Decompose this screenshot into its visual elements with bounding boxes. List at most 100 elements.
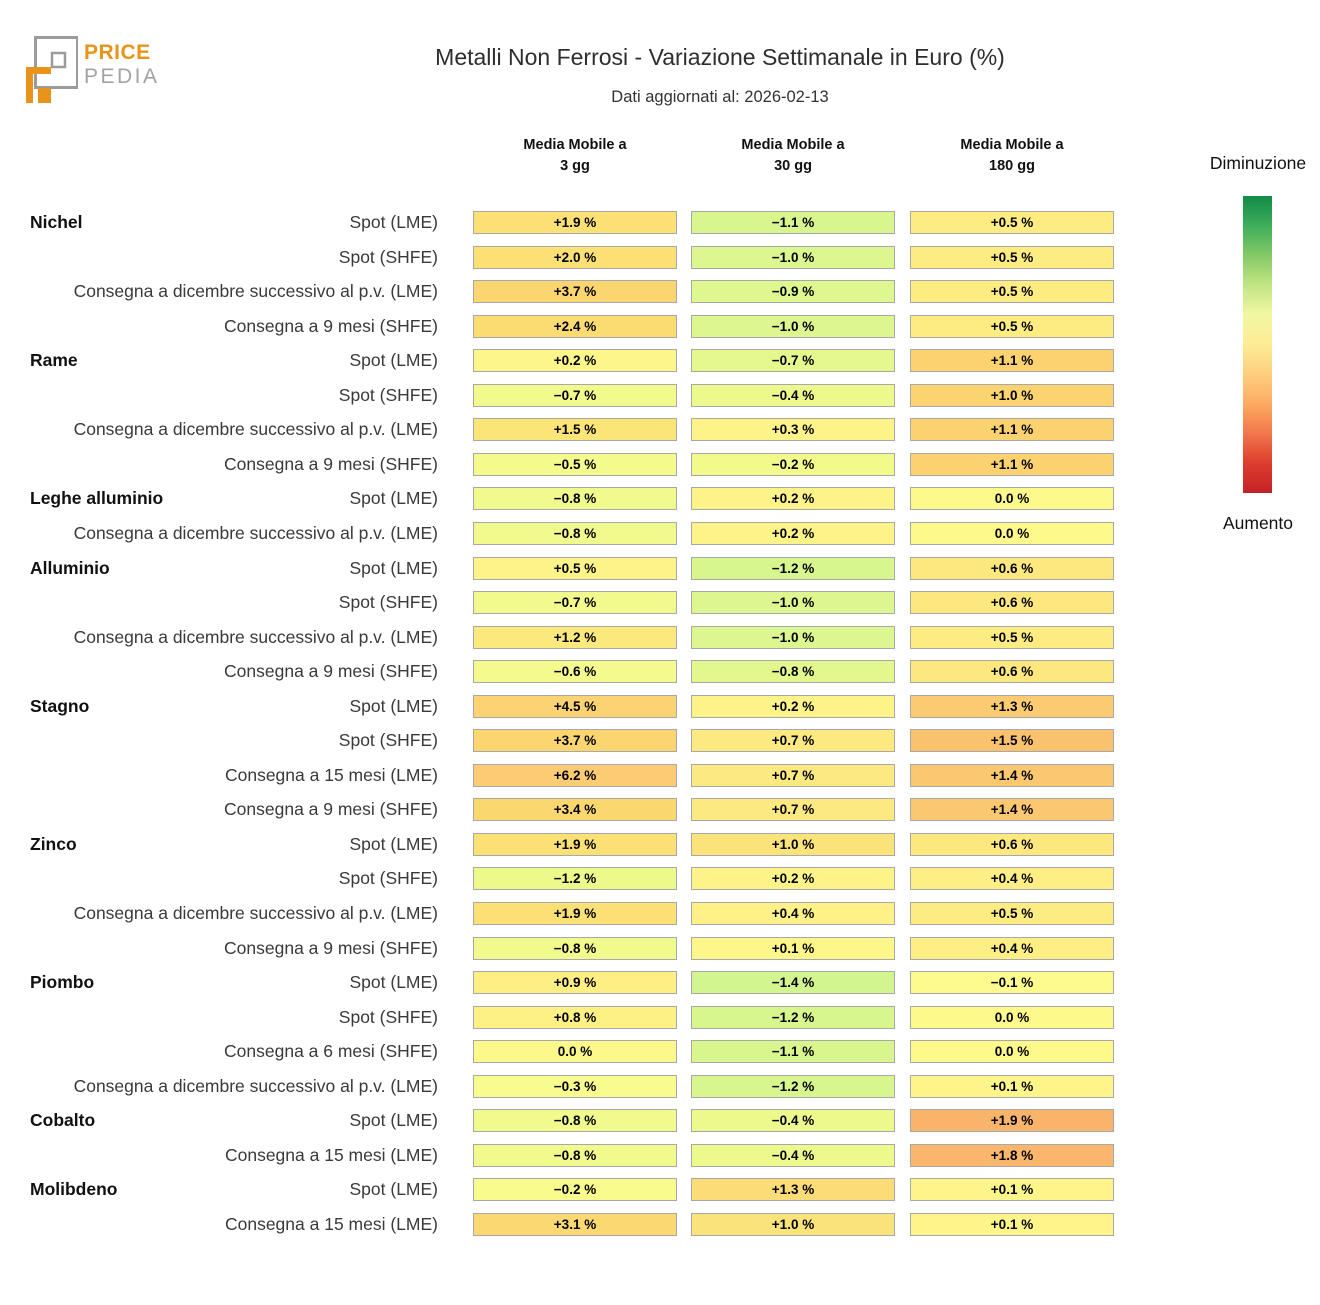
row-label: Consegna a dicembre successivo al p.v. (… [73,903,438,923]
row-label: Spot (LME) [349,1110,439,1131]
heatmap-cell: −0.4 % [691,383,895,407]
page-title: Metalli Non Ferrosi - Variazione Settima… [435,44,1005,70]
heatmap-cell: +0.5 % [910,314,1114,338]
row-label: Spot (LME) [349,1179,439,1200]
heatmap-cell: −1.4 % [691,971,895,995]
heatmap-cell: +0.7 % [691,729,895,753]
heatmap-cell: +0.2 % [691,694,895,718]
row-label: Consegna a 6 mesi (SHFE) [224,1041,438,1062]
table-row: Consegna a 6 mesi (SHFE) 0.0 % −1.1 % 0.0 % [0,1035,1130,1070]
heatmap-cell: +1.5 % [910,729,1114,753]
heatmap-cell: +4.5 % [473,694,677,718]
heatmap-cell: 0.0 % [910,521,1114,545]
row-label: Consegna a 9 mesi (SHFE) [224,661,438,682]
heatmap-cell: +0.5 % [910,902,1114,925]
table-row: Consegna a dicembre successivo al p.v. (… [0,897,1130,932]
table-row: Consegna a 9 mesi (SHFE) −0.6 % −0.8 % +0.6… [0,655,1130,690]
row-label: Consegna a dicembre successivo al p.v. (… [73,1075,438,1096]
table-row: Spot (SHFE) +3.7 % +0.7 % +1.5 % [0,724,1130,759]
row-label: Spot (SHFE) [338,730,438,751]
row-label: Spot (LME) [349,557,439,578]
row-label: Consegna a 9 mesi (SHFE) [224,315,438,336]
table-row: Consegna a 15 mesi (LME) −0.8 % −0.4 % +1.8… [0,1139,1130,1174]
brand-pedia-text: PEDIA [84,65,160,88]
row-label: Spot (LME) [349,972,439,993]
heatmap-cell: −0.8 % [691,660,895,684]
table-row: Stagno Spot (LME) +4.5 % +0.2 % +1.3 % [0,690,1130,725]
row-label: Consegna a 15 mesi (LME) [224,1144,438,1165]
row-label: Consegna a 15 mesi (LME) [224,764,438,785]
table-row: Consegna a 15 mesi (LME) +6.2 % +0.7 % +1.4… [0,759,1130,794]
table-row: Nichel Spot (LME) +1.9 % −1.1 % +0.5 % [0,206,1130,241]
heatmap-cell: +0.3 % [691,418,895,442]
heatmap-cell: +0.6 % [910,660,1114,684]
table-row: Spot (SHFE) +0.8 % −1.2 % 0.0 % [0,1001,1130,1036]
metal-group-label: Cobalto [30,1110,96,1131]
heatmap-cell: +1.5 % [473,418,677,442]
heatmap-cell: +0.6 % [910,556,1114,580]
metal-group-label: Leghe alluminio [30,488,164,509]
heatmap-cell: +1.1 % [910,349,1114,373]
row-label: Consegna a 15 mesi (LME) [224,1213,438,1234]
heatmap-cell: −0.3 % [473,1074,677,1098]
table-row: Zinco Spot (LME) +1.9 % +1.0 % +0.6 % [0,828,1130,863]
table-row: Piombo Spot (LME) +0.9 % −1.4 % −0.1 % [0,966,1130,1001]
heatmap-cell: −0.7 % [691,349,895,373]
heatmap-cell: +3.7 % [473,280,677,304]
row-label: Consegna a dicembre successivo al p.v. (… [73,626,438,647]
table-row: Consegna a dicembre successivo al p.v. (… [0,621,1130,656]
heatmap-cell: −0.9 % [691,280,895,304]
heatmap-cell: +0.6 % [910,832,1114,856]
heatmap-cell: −0.5 % [473,452,677,476]
heatmap-cell: +6.2 % [473,763,677,787]
heatmap-cell: −1.1 % [691,1040,895,1064]
heatmap-cell: −0.8 % [473,1143,677,1167]
heatmap-cell: −1.0 % [691,625,895,649]
table-row: Consegna a dicembre successivo al p.v. (… [0,413,1130,448]
heatmap-cell: −0.4 % [691,1143,895,1167]
heatmap-cell: +1.2 % [473,625,677,649]
heatmap-cell: +0.1 % [910,1212,1114,1236]
heatmap-cell: +1.8 % [910,1143,1114,1167]
row-label: Spot (SHFE) [338,592,438,613]
metal-group-label: Stagno [30,695,90,716]
heatmap-cell: −0.6 % [473,660,677,684]
legend-label-decrease: Diminuzione [1209,153,1307,173]
heatmap-cell: −0.4 % [691,1109,895,1133]
heatmap-cell: +1.3 % [691,1178,895,1202]
column-header: Media Mobile a 180 gg [960,137,1064,174]
heatmap-cell: −0.8 % [473,487,677,511]
row-label: Consegna a dicembre successivo al p.v. (… [73,522,438,543]
heatmap-cell: +1.0 % [691,832,895,856]
heatmap-cell: +0.5 % [910,245,1114,269]
row-label: Spot (LME) [349,488,439,509]
heatmap-cell: −0.7 % [473,591,677,615]
table-row: Consegna a dicembre successivo al p.v. (… [0,1070,1130,1105]
row-label: Spot (SHFE) [338,384,438,405]
table-row: Spot (SHFE) +2.0 % −1.0 % +0.5 % [0,241,1130,276]
heatmap-cell: +0.7 % [691,798,895,822]
row-label: Spot (SHFE) [338,1006,438,1027]
table-row: Consegna a 9 mesi (SHFE) +3.4 % +0.7 % +1.4… [0,793,1130,828]
table-row: Spot (SHFE) −0.7 % −0.4 % +1.0 % [0,379,1130,414]
heatmap-cell: +3.7 % [473,729,677,753]
row-label: Spot (LME) [349,833,439,854]
heatmap-cell: +3.1 % [473,1212,677,1236]
heatmap-cell: 0.0 % [910,1005,1114,1029]
heatmap-cell: +1.9 % [473,832,677,856]
row-label: Consegna a 9 mesi (SHFE) [224,453,438,474]
heatmap-cell: −0.8 % [473,521,677,545]
heatmap-cell: +0.4 % [910,936,1114,960]
metal-group-label: Piombo [30,972,95,993]
heatmap-cell: +0.9 % [473,971,677,995]
table-row: Consegna a dicembre successivo al p.v. (… [0,275,1130,310]
heatmap-cell: −1.2 % [691,1005,895,1029]
row-label: Consegna a dicembre successivo al p.v. (… [73,419,438,440]
row-label: Consegna a 9 mesi (SHFE) [224,937,438,958]
legend-colorbar [1243,196,1272,493]
heatmap-cell: +0.4 % [910,867,1114,891]
updated-date-text: Dati aggiornati al: 2026-02-13 [611,88,829,106]
heatmap-cell: +1.4 % [910,763,1114,787]
metal-group-label: Nichel [30,212,83,232]
